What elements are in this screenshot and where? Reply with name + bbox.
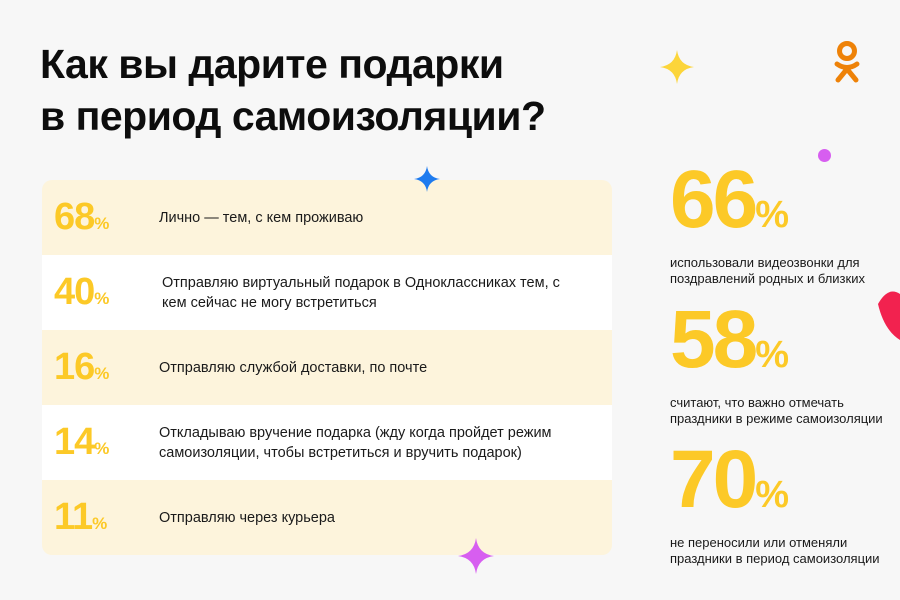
blue-sparkle-icon [414, 166, 440, 192]
row-text: Отправляю службой доставки, по почте [159, 359, 428, 376]
stat-value: 58% [670, 294, 790, 385]
yellow-sparkle-icon [660, 50, 694, 84]
stat-value: 66% [670, 154, 790, 245]
table-row: 11% Отправляю через курьера [42, 480, 612, 555]
purple-sparkle-icon [458, 538, 494, 574]
stat-caption: использовали видеозвонки для поздравлени… [670, 255, 865, 286]
table-row: 14% Откладываю вручение подарка (жду ког… [42, 405, 612, 480]
title-line-2: в период самоизоляции? [40, 93, 546, 139]
stat-caption: считают, что важно отмечать праздники в … [670, 395, 883, 426]
row-percent: 11% [54, 496, 108, 538]
title-line-1: Как вы дарите подарки [40, 41, 504, 87]
red-shape-decoration [878, 291, 900, 340]
stat-block: 70% не переносили или отменяли праздники… [670, 434, 895, 567]
row-text: Откладываю вручение подарка (жду когда п… [159, 424, 552, 461]
table-row: 40% Отправляю виртуальный подарок в Одно… [42, 255, 612, 330]
table-row: 68% Лично — тем, с кем проживаю [42, 180, 612, 255]
row-percent: 40% [54, 271, 110, 313]
row-percent: 16% [54, 346, 110, 388]
purple-dot [818, 149, 831, 162]
odnoklassniki-logo-icon [834, 41, 860, 83]
page-title: Как вы дарите подарки в период самоизоля… [40, 38, 546, 142]
table-row: 16% Отправляю службой доставки, по почте [42, 330, 612, 405]
stat-block: 58% считают, что важно отмечать праздник… [670, 294, 895, 427]
stats-column: 66% использовали видеозвонки для поздрав… [670, 154, 895, 567]
stat-caption: не переносили или отменяли праздники в п… [670, 535, 880, 566]
row-text: Отправляю виртуальный подарок в Одноклас… [162, 274, 560, 311]
stat-block: 66% использовали видеозвонки для поздрав… [670, 154, 895, 287]
row-percent: 14% [54, 421, 110, 463]
gift-methods-table: 68% Лично — тем, с кем проживаю 40% Отпр… [42, 180, 612, 555]
row-percent: 68% [54, 196, 110, 238]
stat-value: 70% [670, 434, 790, 525]
row-text: Отправляю через курьера [159, 509, 335, 526]
row-text: Лично — тем, с кем проживаю [159, 209, 364, 226]
